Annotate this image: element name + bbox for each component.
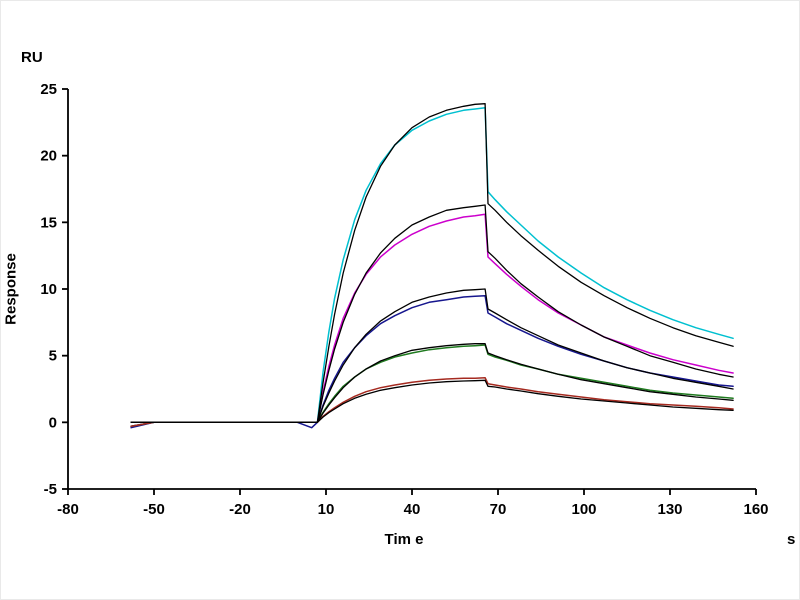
series-curve2-data <box>130 213 734 428</box>
axes-lines <box>67 89 756 490</box>
y-tick-label: 15 <box>40 214 57 231</box>
series-curve1-fit <box>130 103 734 423</box>
x-tick-label: -80 <box>57 501 79 518</box>
x-tick-label: -50 <box>143 501 165 518</box>
x-tick-label: 100 <box>571 501 596 518</box>
y-tick-label: 20 <box>40 148 57 165</box>
y-tick-label: 5 <box>49 348 57 365</box>
x-axis-title: Tim e <box>384 531 424 548</box>
series-curve1-data <box>130 106 734 428</box>
y-tick-label: 25 <box>40 81 57 98</box>
x-tick-label: 10 <box>318 501 335 518</box>
x-tick-label: -20 <box>229 501 251 518</box>
x-tick-label: 160 <box>743 501 768 518</box>
series-curve5-data <box>130 376 734 428</box>
x-axis-unit-label: s <box>787 531 796 548</box>
x-tick-label: 130 <box>657 501 682 518</box>
x-tick-label: 70 <box>490 501 507 518</box>
series-curve4-data <box>130 344 734 428</box>
y-tick-label: -5 <box>44 481 57 498</box>
x-tick-label: 40 <box>404 501 421 518</box>
y-tick-label: 10 <box>40 281 57 298</box>
series-curve5-fit <box>130 379 734 423</box>
y-axis-unit-label: RU <box>21 49 43 66</box>
y-tick-label: 0 <box>49 414 57 431</box>
series-curve3-fit <box>130 288 734 423</box>
